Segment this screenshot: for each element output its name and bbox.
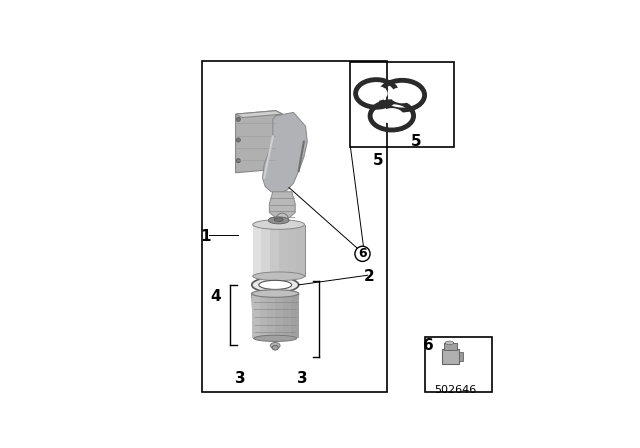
Ellipse shape: [365, 86, 388, 101]
Ellipse shape: [274, 218, 283, 221]
Text: 5: 5: [411, 134, 421, 149]
Ellipse shape: [252, 290, 299, 297]
Text: 3: 3: [297, 371, 307, 386]
Polygon shape: [269, 192, 295, 218]
Ellipse shape: [270, 342, 280, 349]
Text: 2: 2: [364, 269, 375, 284]
Bar: [270, 224, 278, 276]
Text: 3: 3: [235, 371, 245, 386]
Bar: [351, 62, 454, 147]
Bar: [287, 224, 296, 276]
Bar: [260, 293, 268, 338]
Text: 6: 6: [358, 247, 367, 260]
Bar: [291, 293, 299, 338]
Ellipse shape: [254, 335, 296, 341]
Polygon shape: [276, 111, 282, 173]
Circle shape: [236, 117, 241, 121]
Bar: [275, 293, 283, 338]
Bar: [253, 224, 305, 276]
Bar: [202, 60, 387, 392]
Polygon shape: [236, 111, 282, 117]
Ellipse shape: [272, 345, 278, 350]
Text: 1: 1: [200, 229, 211, 244]
Circle shape: [236, 138, 241, 142]
Polygon shape: [262, 112, 307, 194]
Bar: [261, 224, 270, 276]
Circle shape: [355, 246, 370, 262]
Circle shape: [236, 159, 241, 163]
Bar: [424, 336, 492, 392]
Ellipse shape: [445, 341, 454, 345]
Ellipse shape: [253, 220, 305, 229]
Bar: [252, 293, 260, 338]
Bar: [253, 224, 261, 276]
Text: 6: 6: [422, 338, 433, 353]
Bar: [268, 293, 275, 338]
Ellipse shape: [390, 87, 415, 103]
Bar: [278, 224, 287, 276]
Text: 5: 5: [372, 153, 383, 168]
Text: 502646: 502646: [434, 384, 476, 395]
Circle shape: [276, 213, 289, 225]
Text: 4: 4: [211, 289, 221, 305]
Bar: [283, 293, 291, 338]
Ellipse shape: [380, 108, 404, 124]
Ellipse shape: [253, 272, 305, 280]
Ellipse shape: [268, 217, 289, 224]
Bar: [296, 224, 305, 276]
Bar: [444, 343, 457, 350]
Polygon shape: [252, 293, 299, 338]
Bar: [459, 352, 463, 361]
Ellipse shape: [259, 280, 292, 289]
Ellipse shape: [252, 277, 299, 293]
Bar: [442, 349, 459, 364]
Polygon shape: [236, 111, 276, 173]
